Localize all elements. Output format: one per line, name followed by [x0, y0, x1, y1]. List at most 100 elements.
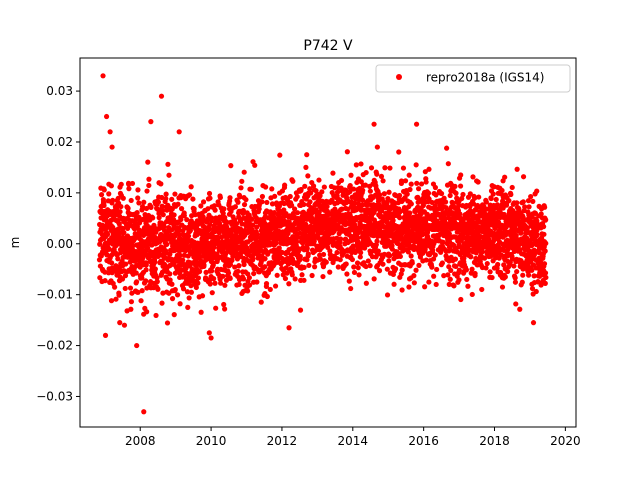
data-point — [464, 276, 470, 283]
data-point — [433, 281, 439, 288]
data-point — [316, 177, 322, 183]
x-tick-label: 2018 — [479, 434, 510, 448]
data-point — [199, 293, 206, 299]
data-point — [520, 199, 526, 205]
data-point — [107, 129, 113, 135]
data-point — [120, 225, 126, 232]
data-point — [387, 165, 393, 171]
data-point — [207, 281, 213, 287]
y-tick-label: −0.03 — [36, 389, 73, 403]
data-point — [499, 284, 506, 290]
legend-marker — [396, 74, 402, 80]
data-point — [225, 270, 232, 276]
data-point — [127, 285, 134, 291]
data-point — [382, 165, 388, 171]
data-point — [271, 209, 278, 216]
data-point — [415, 186, 422, 192]
data-point — [269, 201, 276, 207]
data-point — [143, 267, 149, 273]
data-point — [533, 288, 539, 295]
data-point — [143, 205, 150, 212]
data-point — [206, 190, 213, 197]
data-point — [169, 281, 175, 287]
data-point — [246, 282, 253, 288]
data-point — [161, 223, 167, 229]
data-point — [239, 178, 245, 184]
data-point — [171, 212, 177, 218]
data-point — [207, 195, 213, 201]
data-point — [493, 196, 499, 203]
data-point — [169, 296, 176, 302]
data-point — [120, 195, 126, 201]
data-point — [272, 283, 279, 289]
data-point — [217, 194, 223, 201]
data-point — [213, 305, 219, 311]
data-point — [397, 253, 403, 260]
data-point — [150, 215, 156, 221]
x-tick-label: 2010 — [196, 434, 227, 448]
data-point — [125, 205, 131, 211]
y-tick-label: 0.02 — [46, 135, 73, 149]
data-point — [130, 243, 136, 249]
data-point — [305, 173, 311, 179]
data-point — [159, 194, 165, 201]
data-point — [456, 267, 462, 273]
data-point — [263, 184, 269, 190]
data-point — [338, 177, 345, 184]
data-point — [272, 193, 278, 199]
data-point — [287, 193, 293, 200]
data-point — [211, 276, 217, 282]
data-point — [302, 183, 308, 189]
data-point — [543, 240, 549, 246]
data-point — [386, 258, 392, 264]
data-point — [212, 207, 218, 213]
data-point — [408, 181, 414, 187]
data-point — [176, 231, 182, 238]
x-tick-label: 2020 — [550, 434, 581, 448]
data-point — [208, 335, 214, 341]
data-point — [227, 275, 233, 282]
data-point — [505, 268, 511, 275]
data-point — [212, 280, 218, 286]
data-point — [262, 264, 268, 270]
data-point — [542, 270, 549, 276]
data-point — [399, 267, 405, 273]
data-point — [502, 174, 508, 180]
data-point — [534, 188, 540, 194]
data-point — [122, 273, 129, 279]
data-point — [108, 183, 114, 189]
data-point — [206, 330, 212, 336]
data-point — [133, 270, 139, 276]
data-point — [233, 220, 240, 227]
data-point — [438, 190, 445, 197]
data-point — [294, 194, 300, 200]
data-point — [304, 152, 310, 158]
data-point — [184, 217, 190, 223]
data-point — [448, 267, 454, 273]
data-point — [134, 209, 140, 216]
data-point — [143, 262, 149, 268]
data-point — [528, 193, 534, 200]
data-point — [321, 184, 327, 190]
data-point — [211, 203, 218, 209]
data-point — [267, 286, 273, 293]
data-point — [188, 289, 195, 295]
data-point — [488, 195, 494, 202]
data-point — [235, 199, 241, 205]
data-point — [422, 284, 428, 290]
data-point — [453, 190, 459, 196]
data-point — [483, 265, 489, 271]
data-point — [297, 307, 304, 313]
data-point — [397, 215, 403, 221]
data-point — [445, 161, 451, 167]
data-point — [348, 285, 354, 292]
scatter-points — [96, 73, 549, 415]
data-point — [195, 280, 201, 286]
data-point — [391, 281, 397, 287]
data-point — [159, 203, 165, 209]
data-point — [543, 217, 549, 223]
data-point — [241, 169, 247, 175]
data-point — [407, 186, 413, 193]
data-point — [367, 188, 373, 194]
data-point — [121, 322, 128, 328]
